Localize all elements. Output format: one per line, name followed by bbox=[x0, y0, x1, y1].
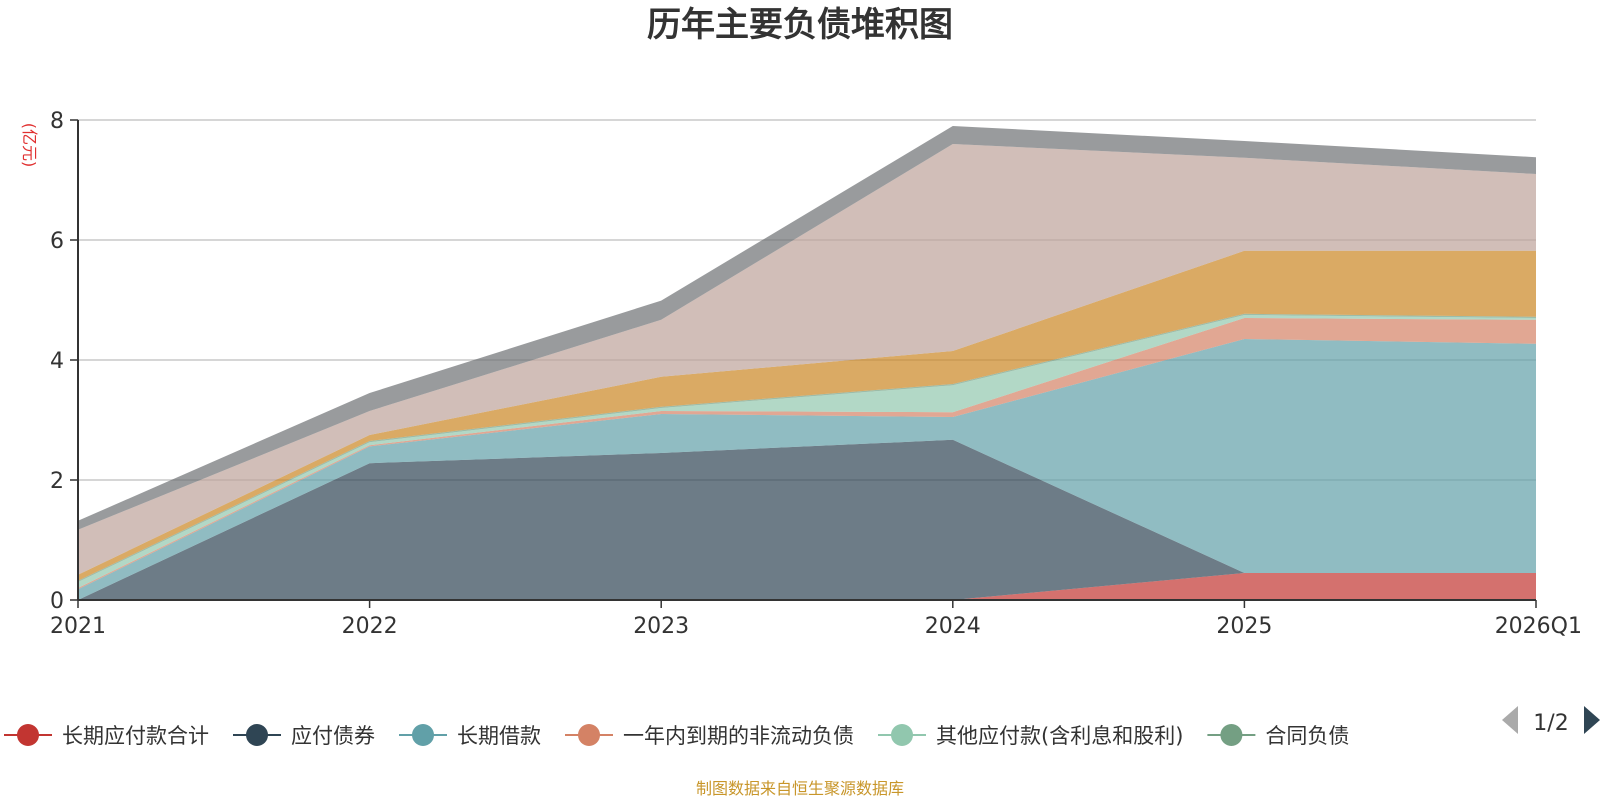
legend-item-6[interactable]: 合同负债 bbox=[1207, 724, 1349, 748]
legend-label: 合同负债 bbox=[1265, 724, 1349, 748]
x-tick-label: 2026Q1 bbox=[1495, 614, 1582, 639]
legend-page-indicator: 1/2 bbox=[1533, 711, 1568, 736]
area-series bbox=[78, 126, 1536, 600]
axes: 0 2 4 6 8 2021 2022 2023 2024 2025 2026Q1 bbox=[50, 109, 1582, 639]
y-tick-label: 6 bbox=[50, 229, 64, 254]
legend-dot-icon bbox=[1220, 724, 1243, 746]
legend-item-2[interactable]: 应付债券 bbox=[233, 724, 375, 748]
legend: 长期应付款合计 应付债券 长期借款 一年内到期的非流动负债 其他应付款(含利息和股利) 合… bbox=[4, 724, 1349, 748]
legend-item-5[interactable]: 其他应付款(含利息和股利) bbox=[878, 724, 1183, 748]
legend-label: 长期应付款合计 bbox=[62, 724, 209, 748]
x-tick-label: 2024 bbox=[925, 614, 981, 639]
legend-dot-icon bbox=[578, 724, 600, 746]
x-tick-label: 2025 bbox=[1216, 614, 1272, 639]
y-tick-label: 4 bbox=[50, 349, 64, 374]
legend-item-1[interactable]: 长期应付款合计 bbox=[4, 724, 209, 748]
chart-title: 历年主要负债堆积图 bbox=[647, 5, 953, 45]
legend-item-3[interactable]: 长期借款 bbox=[399, 724, 541, 748]
legend-item-4[interactable]: 一年内到期的非流动负债 bbox=[565, 724, 854, 748]
legend-dot-icon bbox=[412, 724, 434, 746]
legend-dot-icon bbox=[891, 724, 913, 746]
area-series-2 bbox=[78, 439, 1536, 600]
x-tick-label: 2023 bbox=[633, 614, 689, 639]
area-series-1 bbox=[78, 573, 1536, 600]
x-tick-label: 2022 bbox=[342, 614, 398, 639]
area-series-7 bbox=[78, 250, 1536, 581]
legend-label: 其他应付款(含利息和股利) bbox=[936, 724, 1183, 748]
y-tick-label: 2 bbox=[50, 469, 64, 494]
legend-prev-icon[interactable] bbox=[1502, 706, 1518, 734]
legend-pager: 1/2 bbox=[1502, 706, 1600, 736]
y-tick-label: 0 bbox=[50, 589, 64, 614]
area-series-8 bbox=[78, 144, 1536, 575]
data-source-note: 制图数据来自恒生聚源数据库 bbox=[696, 779, 904, 798]
legend-dot-icon bbox=[17, 724, 39, 746]
x-tick-label: 2021 bbox=[50, 614, 106, 639]
legend-dot-icon bbox=[246, 724, 268, 746]
legend-label: 应付债券 bbox=[291, 724, 375, 748]
area-series-3 bbox=[78, 339, 1536, 600]
y-tick-label: 8 bbox=[50, 109, 64, 134]
legend-label: 长期借款 bbox=[457, 724, 541, 748]
legend-next-icon[interactable] bbox=[1584, 706, 1600, 734]
legend-label: 一年内到期的非流动负债 bbox=[623, 724, 854, 748]
y-axis-unit: (亿元) bbox=[20, 123, 39, 168]
